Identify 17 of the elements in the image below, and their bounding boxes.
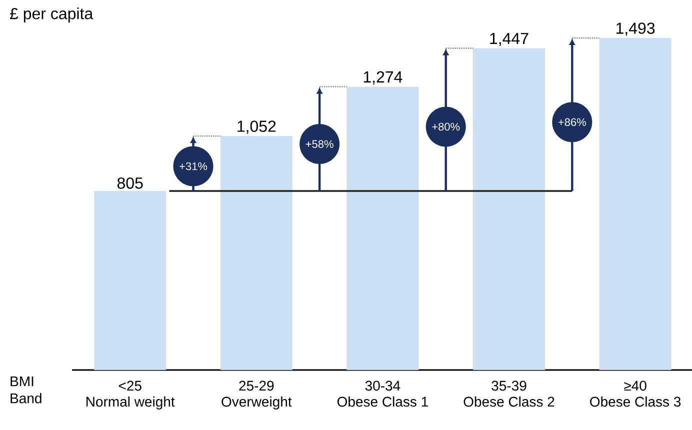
x-tick-label: ≥40 Obese Class 3 — [590, 380, 681, 407]
data-label: 1,447 — [490, 32, 528, 46]
x-axis-title: BMI Band — [10, 376, 42, 404]
annotation: +80% — [432, 122, 460, 131]
y-axis-title: £ per capita — [10, 8, 94, 22]
x-tick-label: 30-34 Obese Class 1 — [337, 380, 428, 407]
x-tick-label: 25-29 Overweight — [222, 380, 292, 410]
data-label: 1,274 — [364, 71, 402, 84]
annotation: +58% — [306, 140, 334, 148]
annotation: +86% — [558, 118, 586, 126]
data-label: 1,493 — [616, 22, 655, 36]
data-label: 1,052 — [238, 120, 276, 134]
annotation: +31% — [180, 162, 208, 170]
data-label: 805 — [117, 177, 143, 189]
x-tick-label: 35-39 Obese Class 2 — [464, 380, 554, 407]
x-tick-label: <25 Normal weight — [86, 380, 175, 410]
bar — [94, 190, 166, 370]
